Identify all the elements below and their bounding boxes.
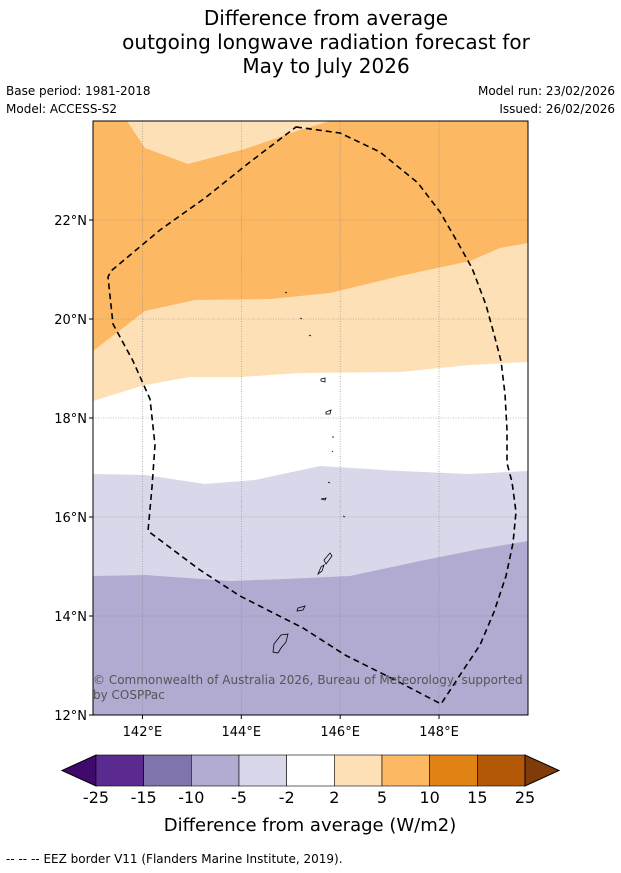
islands — [272, 291, 346, 654]
meta-right: Model run: 23/02/2026 Issued: 26/02/2026 — [478, 82, 615, 118]
island-small-5 — [308, 334, 312, 337]
map-title: Difference from average outgoing longwav… — [0, 6, 621, 78]
colorbar-bin — [95, 754, 144, 787]
colorbar-tick-label: -15 — [131, 788, 157, 807]
island-small-7 — [284, 291, 288, 294]
issued-date: Issued: 26/02/2026 — [499, 102, 615, 116]
lat-label: 12°N — [54, 709, 87, 724]
colorbar-tick-label: 10 — [419, 788, 439, 807]
attribution-line-1: © Commonwealth of Australia 2026, Bureau… — [93, 673, 523, 687]
field-moderate-positive — [93, 121, 528, 351]
lon-label: 146°E — [320, 725, 360, 740]
colorbar-bin — [381, 754, 430, 787]
lon-label: 144°E — [222, 725, 262, 740]
colorbar-label: Difference from average (W/m2) — [164, 815, 456, 836]
island-aguijan — [320, 497, 327, 501]
colorbar-bin — [191, 754, 240, 787]
map-legend: -- -- -- EEZ border V11 (Flanders Marine… — [6, 852, 343, 866]
colorbar-tick-label: 2 — [329, 788, 339, 807]
lon-label: 148°E — [419, 725, 459, 740]
island-rota — [296, 605, 306, 612]
model-name: Model: ACCESS-S2 — [6, 102, 118, 116]
colorbar-tick-label: -5 — [231, 788, 247, 807]
colorbar-bin — [143, 754, 192, 787]
colorbar-tick-label: -2 — [279, 788, 295, 807]
lat-label: 22°N — [54, 214, 87, 229]
eez-legend-text: EEZ border V11 (Flanders Marine Institut… — [43, 852, 343, 866]
colorbar-tick-label: 25 — [515, 788, 535, 807]
colorbar-bin — [429, 754, 478, 787]
attribution-line-2: by COSPPac — [93, 688, 165, 702]
island-sarigan — [320, 377, 326, 383]
island-tinian-saipan — [317, 552, 333, 576]
colorbar-high-extend — [524, 754, 561, 787]
lat-label: 18°N — [54, 412, 87, 427]
island-small-3 — [327, 481, 331, 484]
colorbar-bin — [334, 754, 383, 787]
latitude-axis: 22°N 20°N 18°N 16°N 14°N 12°N — [54, 214, 93, 724]
eez-border — [107, 126, 517, 706]
island-guam — [272, 633, 289, 654]
title-line-3: May to July 2026 — [242, 54, 410, 78]
colorbar-tick-label: 15 — [467, 788, 487, 807]
colorbar-tick-label: -25 — [83, 788, 109, 807]
colorbar-bin — [477, 754, 526, 787]
island-small-2 — [331, 450, 334, 453]
colorbar-tick-label: 5 — [377, 788, 387, 807]
field-moderate-negative — [93, 541, 528, 715]
colorbar-tick-label: -10 — [178, 788, 204, 807]
colorbar-swatches — [60, 754, 561, 787]
colorbar-bin — [238, 754, 287, 787]
colorbar-low-extend — [60, 754, 97, 787]
colorbar-ticks: -25 -15 -10 -5 -2 2 5 10 15 25 — [83, 788, 535, 807]
longitude-axis: 142°E 144°E 146°E 148°E — [123, 715, 459, 740]
eez-legend-symbol: -- -- -- — [6, 852, 40, 866]
forecast-map: 22°N 20°N 18°N 16°N 14°N 12°N 142°E 144°E 146°E… — [54, 120, 529, 740]
island-small-6 — [299, 317, 303, 320]
lat-label: 20°N — [54, 313, 87, 328]
title-line-2: outgoing longwave radiation forecast for — [122, 30, 530, 54]
lat-label: 14°N — [54, 610, 87, 625]
meta-left: Base period: 1981-2018 Model: ACCESS-S2 — [6, 82, 151, 118]
colorbar: -25 -15 -10 -5 -2 2 5 10 15 25 Difference from av… — [60, 754, 561, 836]
base-period: Base period: 1981-2018 — [6, 84, 151, 98]
island-anatahan — [325, 409, 332, 415]
gridlines — [93, 121, 528, 715]
colorbar-bin — [286, 754, 335, 787]
title-line-1: Difference from average — [203, 6, 449, 30]
island-small-4 — [342, 515, 346, 518]
lat-label: 16°N — [54, 511, 87, 526]
lon-label: 142°E — [123, 725, 163, 740]
model-run: Model run: 23/02/2026 — [477, 84, 615, 98]
